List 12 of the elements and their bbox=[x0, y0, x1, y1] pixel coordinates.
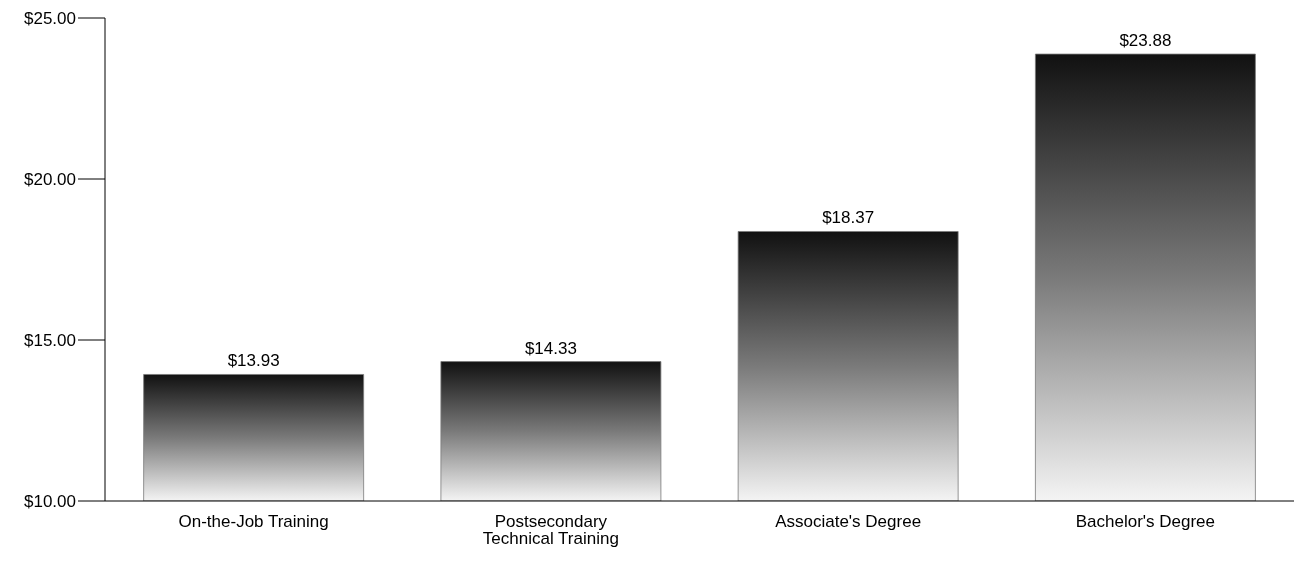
data-label: $23.88 bbox=[1119, 31, 1172, 51]
y-tick-label: $15.00 bbox=[24, 331, 76, 351]
data-label: $14.33 bbox=[524, 338, 577, 358]
x-tick-label: Bachelor's Degree bbox=[1075, 512, 1216, 532]
y-tick-label: $10.00 bbox=[24, 492, 76, 512]
y-tick-label: $25.00 bbox=[24, 9, 76, 29]
data-label: $13.93 bbox=[227, 351, 280, 371]
x-tick-label: Associate's Degree bbox=[775, 512, 922, 532]
data-label: $18.37 bbox=[822, 208, 875, 228]
x-tick-label: On-the-Job Training bbox=[178, 512, 329, 532]
y-tick-label: $20.00 bbox=[24, 170, 76, 190]
x-tick-label: Postsecondary Technical Training bbox=[482, 512, 619, 549]
